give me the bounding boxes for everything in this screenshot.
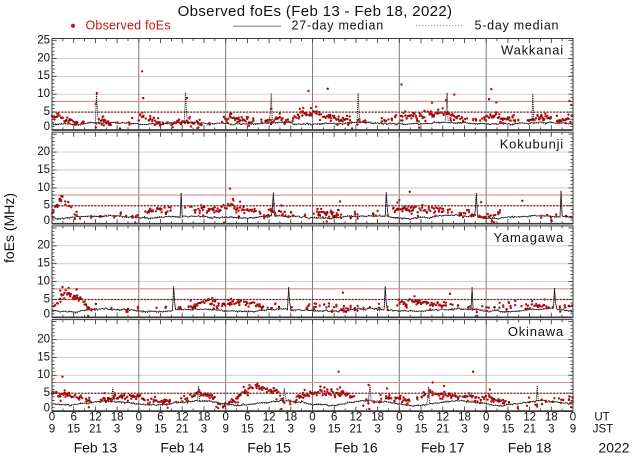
svg-text:0: 0 [309,412,315,424]
svg-text:Yamagawa: Yamagawa [494,230,564,245]
svg-text:18: 18 [545,412,558,424]
svg-text:9: 9 [396,424,402,436]
svg-text:0: 0 [222,412,228,424]
svg-text:18: 18 [198,412,211,424]
svg-text:3: 3 [201,424,207,436]
svg-text:9: 9 [570,424,576,436]
svg-text:9: 9 [483,424,489,436]
svg-text:Feb 17: Feb 17 [421,440,465,456]
svg-text:20: 20 [37,146,50,158]
svg-text:18: 18 [111,412,124,424]
svg-text:Feb 18: Feb 18 [508,440,552,456]
svg-text:JST: JST [593,424,613,436]
svg-text:20: 20 [37,333,50,345]
svg-text:3: 3 [548,424,554,436]
svg-text:15: 15 [154,424,167,436]
svg-text:6: 6 [331,412,337,424]
svg-text:20: 20 [37,240,50,252]
svg-text:9: 9 [222,424,228,436]
svg-text:5: 5 [44,387,50,399]
svg-text:15: 15 [328,424,341,436]
svg-text:27-day median: 27-day median [292,19,384,33]
svg-text:0: 0 [570,412,576,424]
svg-text:6: 6 [70,412,76,424]
svg-text:0: 0 [44,121,50,133]
svg-text:Feb 16: Feb 16 [334,440,378,456]
svg-text:15: 15 [415,424,428,436]
svg-text:3: 3 [114,424,120,436]
svg-text:Observed foEs (Feb 13 - Feb 18: Observed foEs (Feb 13 - Feb 18, 2022) [178,3,453,20]
svg-text:3: 3 [461,424,467,436]
svg-text:21: 21 [176,424,189,436]
svg-text:0: 0 [44,309,50,321]
svg-text:foEs (MHz): foEs (MHz) [1,193,17,263]
svg-text:5: 5 [44,293,50,305]
svg-text:10: 10 [37,182,50,194]
svg-text:6: 6 [418,412,424,424]
svg-text:0: 0 [49,412,55,424]
svg-text:0: 0 [136,412,142,424]
svg-text:Observed foEs: Observed foEs [86,19,171,33]
svg-text:5: 5 [44,106,50,118]
svg-text:Wakkanai: Wakkanai [501,43,564,58]
svg-text:15: 15 [241,424,254,436]
svg-text:12: 12 [176,412,189,424]
svg-text:9: 9 [49,424,55,436]
svg-text:18: 18 [371,412,384,424]
svg-text:18: 18 [458,412,471,424]
svg-text:6: 6 [157,412,163,424]
svg-text:Feb 15: Feb 15 [247,440,291,456]
svg-text:12: 12 [263,412,276,424]
svg-text:0: 0 [44,215,50,227]
svg-text:15: 15 [37,70,50,82]
svg-text:6: 6 [505,412,511,424]
svg-text:12: 12 [523,412,536,424]
svg-text:6: 6 [244,412,250,424]
svg-text:0: 0 [44,402,50,414]
svg-text:5: 5 [44,200,50,212]
svg-text:21: 21 [523,424,536,436]
svg-text:18: 18 [284,412,297,424]
svg-text:20: 20 [37,52,50,64]
svg-text:15: 15 [37,351,50,363]
svg-text:Feb 13: Feb 13 [74,440,118,456]
svg-text:10: 10 [37,276,50,288]
svg-text:0: 0 [396,412,402,424]
svg-text:9: 9 [309,424,315,436]
svg-text:21: 21 [350,424,363,436]
svg-text:15: 15 [37,164,50,176]
svg-text:Kokubunji: Kokubunji [500,136,564,151]
svg-text:10: 10 [37,369,50,381]
svg-text:15: 15 [37,258,50,270]
svg-text:12: 12 [350,412,363,424]
svg-text:15: 15 [502,424,515,436]
svg-text:25: 25 [37,34,50,46]
svg-text:5-day median: 5-day median [475,19,560,33]
svg-text:0: 0 [483,412,489,424]
svg-text:2022: 2022 [598,440,629,456]
svg-text:9: 9 [136,424,142,436]
svg-text:10: 10 [37,88,50,100]
svg-text:21: 21 [263,424,276,436]
svg-text:Okinawa: Okinawa [508,324,564,339]
svg-text:15: 15 [67,424,80,436]
svg-text:21: 21 [89,424,102,436]
svg-text:Feb 14: Feb 14 [160,440,204,456]
svg-text:12: 12 [89,412,102,424]
svg-text:3: 3 [374,424,380,436]
svg-text:12: 12 [436,412,449,424]
svg-text:3: 3 [288,424,294,436]
svg-text:UT: UT [594,412,609,424]
svg-text:21: 21 [436,424,449,436]
